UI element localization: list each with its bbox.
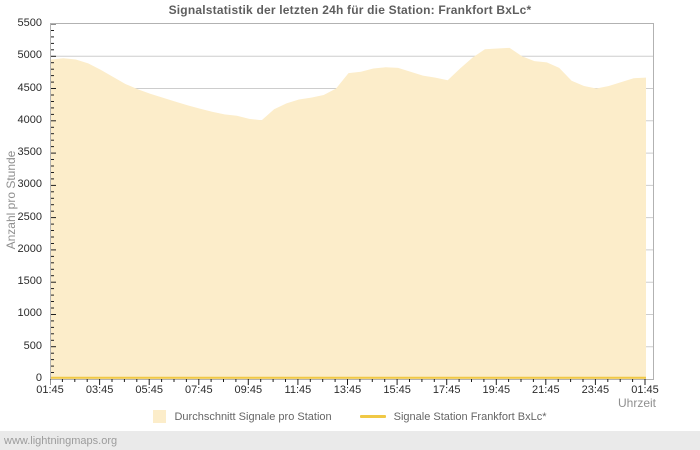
y-tick-label: 4500 (17, 82, 42, 94)
x-tick-label: 05:45 (135, 384, 163, 396)
x-axis-tick-labels: 01:45 03:45 05:45 07:45 09:45 11:45 13:45 15:45… (36, 384, 659, 398)
x-tick-label: 07:45 (185, 384, 213, 396)
x-tick-label: 01:45 (631, 384, 659, 396)
plot-area (50, 23, 654, 380)
x-axis-ticks (50, 379, 646, 385)
legend-item-station: Signale Station Frankfort BxLc* (359, 410, 547, 423)
legend-item-average: Durchschnitt Signale pro Station (153, 410, 332, 423)
area-chart-canvas (51, 24, 653, 379)
y-tick-label: 3000 (17, 178, 42, 190)
y-tick-label: 1500 (17, 275, 42, 287)
x-tick-label: 01:45 (36, 384, 64, 396)
watermark-bar: www.lightningmaps.org (0, 431, 700, 450)
y-tick-label: 1000 (17, 307, 42, 319)
x-tick-label: 21:45 (532, 384, 560, 396)
x-tick-label: 11:45 (284, 384, 312, 396)
y-tick-label: 3500 (17, 146, 42, 158)
x-tick-label: 03:45 (85, 384, 114, 396)
y-axis-tick-labels: 0 500 1000 1500 2000 2500 3000 3500 4000 4500 5000… (0, 18, 46, 384)
legend-label-station: Signale Station Frankfort BxLc* (393, 410, 547, 423)
area-series-swatch (153, 410, 167, 423)
y-tick-label: 5500 (17, 17, 42, 29)
chart-title: Signalstatistik der letzten 24h für die … (168, 3, 532, 17)
legend-label-average: Durchschnitt Signale pro Station (174, 410, 332, 423)
y-tick-label: 500 (23, 340, 42, 352)
line-series-swatch (359, 415, 386, 418)
average-area-series (51, 47, 646, 379)
y-tick-label: 2500 (17, 211, 42, 223)
chart-legend: Durchschnitt Signale pro Station Signale… (0, 410, 700, 423)
y-tick-label: 4000 (17, 114, 42, 126)
x-tick-label: 23:45 (581, 384, 610, 396)
x-tick-label: 15:45 (383, 384, 411, 396)
x-tick-label: 09:45 (234, 384, 263, 396)
x-tick-label: 17:45 (432, 384, 461, 396)
x-axis-title: Uhrzeit (617, 396, 656, 410)
y-tick-label: 5000 (17, 49, 42, 61)
y-tick-label: 2000 (17, 243, 42, 255)
watermark-text: www.lightningmaps.org (4, 434, 118, 447)
x-tick-label: 13:45 (333, 384, 362, 396)
x-tick-label: 19:45 (482, 384, 511, 396)
y-tick-label: 0 (35, 372, 42, 384)
